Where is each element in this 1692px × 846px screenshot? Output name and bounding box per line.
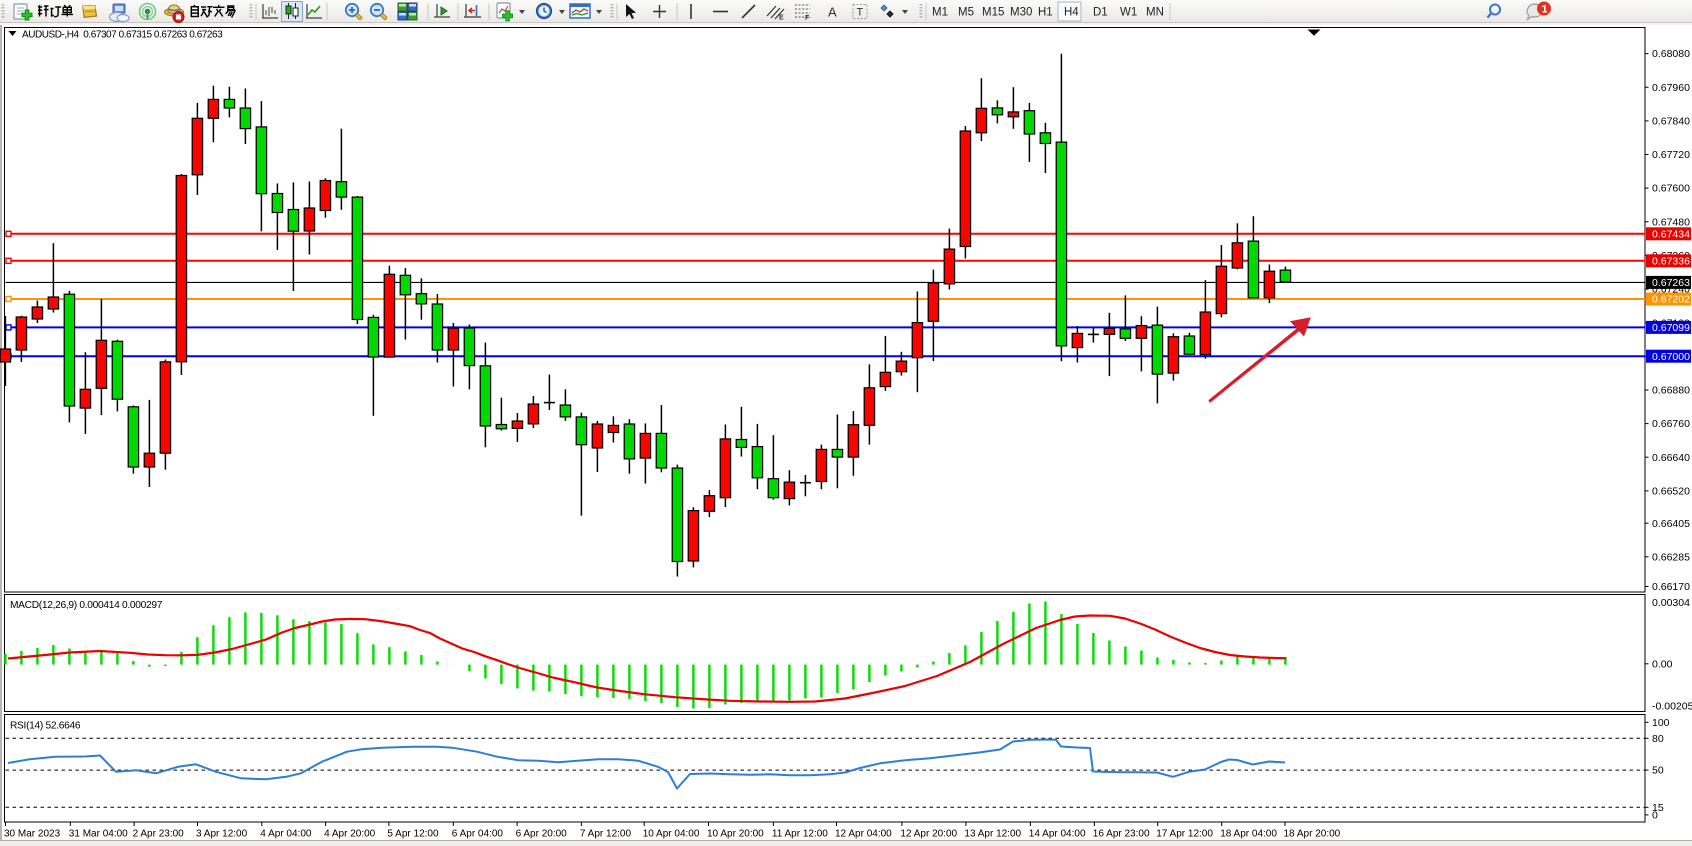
svg-text:0.67600: 0.67600 — [1652, 183, 1690, 195]
svg-text:M5: M5 — [958, 7, 974, 19]
svg-text:H1: H1 — [1038, 7, 1053, 19]
svg-text:4 Apr 20:00: 4 Apr 20:00 — [324, 829, 376, 840]
svg-text:AUDUSD-,H4 0.67307 0.67315 0.: AUDUSD-,H4 0.67307 0.67315 0.67263 0.672… — [22, 30, 223, 41]
svg-text:-0.00205: -0.00205 — [1652, 701, 1692, 713]
svg-text:0.66520: 0.66520 — [1652, 486, 1690, 498]
svg-text:6 Apr 20:00: 6 Apr 20:00 — [516, 829, 568, 840]
svg-text:0.67720: 0.67720 — [1652, 149, 1690, 161]
svg-text:10 Apr 04:00: 10 Apr 04:00 — [643, 829, 700, 840]
svg-text:12 Apr 20:00: 12 Apr 20:00 — [900, 829, 957, 840]
svg-text:0.66170: 0.66170 — [1652, 581, 1690, 593]
svg-text:10 Apr 20:00: 10 Apr 20:00 — [707, 829, 764, 840]
svg-text:0.66640: 0.66640 — [1652, 452, 1690, 464]
svg-text:0.67202: 0.67202 — [1652, 294, 1690, 306]
svg-text:0.66880: 0.66880 — [1652, 385, 1690, 397]
svg-text:80: 80 — [1652, 733, 1664, 745]
svg-text:18 Apr 20:00: 18 Apr 20:00 — [1284, 829, 1341, 840]
svg-text:100: 100 — [1652, 717, 1670, 729]
svg-text:14 Apr 04:00: 14 Apr 04:00 — [1029, 829, 1086, 840]
svg-text:7 Apr 12:00: 7 Apr 12:00 — [580, 829, 632, 840]
svg-text:4 Apr 04:00: 4 Apr 04:00 — [260, 829, 312, 840]
svg-text:1: 1 — [1542, 4, 1548, 16]
svg-text:0.66760: 0.66760 — [1652, 418, 1690, 430]
svg-text:F: F — [805, 15, 810, 22]
svg-text:0.67840: 0.67840 — [1652, 116, 1690, 128]
svg-text:0.67263: 0.67263 — [1652, 277, 1690, 289]
svg-text:0: 0 — [1652, 810, 1658, 822]
svg-text:M30: M30 — [1010, 7, 1032, 19]
svg-text:18 Apr 04:00: 18 Apr 04:00 — [1220, 829, 1277, 840]
svg-text:11 Apr 12:00: 11 Apr 12:00 — [772, 829, 828, 840]
svg-text:2 Apr 23:00: 2 Apr 23:00 — [133, 829, 185, 840]
svg-text:D1: D1 — [1093, 7, 1108, 19]
svg-text:50: 50 — [1652, 765, 1664, 777]
svg-text:0.68080: 0.68080 — [1652, 48, 1690, 60]
svg-text:MN: MN — [1146, 7, 1164, 19]
svg-text:0.67099: 0.67099 — [1652, 322, 1690, 334]
svg-text:H4: H4 — [1064, 7, 1079, 19]
svg-text:30 Mar 2023: 30 Mar 2023 — [4, 829, 61, 840]
svg-text:MACD(12,26,9) 0.000414 0.00029: MACD(12,26,9) 0.000414 0.000297 — [10, 600, 163, 611]
svg-text:13 Apr 12:00: 13 Apr 12:00 — [964, 829, 1021, 840]
svg-text:0.67434: 0.67434 — [1652, 228, 1690, 240]
svg-text:16 Apr 23:00: 16 Apr 23:00 — [1093, 829, 1150, 840]
svg-text:W1: W1 — [1120, 7, 1137, 19]
svg-text:T: T — [857, 7, 864, 19]
svg-text:0.66405: 0.66405 — [1652, 518, 1690, 530]
svg-text:6 Apr 04:00: 6 Apr 04:00 — [452, 829, 504, 840]
svg-text:12 Apr 04:00: 12 Apr 04:00 — [835, 829, 892, 840]
svg-text:15: 15 — [1652, 802, 1664, 814]
svg-text:0.66285: 0.66285 — [1652, 551, 1690, 563]
svg-text:0.67480: 0.67480 — [1652, 216, 1690, 228]
svg-text:0.67000: 0.67000 — [1652, 351, 1690, 363]
svg-text:17 Apr 12:00: 17 Apr 12:00 — [1156, 829, 1213, 840]
svg-text:0.67336: 0.67336 — [1652, 255, 1690, 267]
svg-text:A: A — [828, 5, 837, 20]
svg-text:RSI(14) 52.6646: RSI(14) 52.6646 — [10, 721, 81, 732]
svg-text:0.00304: 0.00304 — [1652, 597, 1690, 609]
svg-text:5 Apr 12:00: 5 Apr 12:00 — [387, 829, 439, 840]
svg-text:0.00: 0.00 — [1652, 658, 1673, 670]
svg-text:0.67960: 0.67960 — [1652, 82, 1690, 94]
svg-text:31 Mar 04:00: 31 Mar 04:00 — [69, 829, 128, 840]
svg-text:M1: M1 — [932, 7, 948, 19]
svg-text:M15: M15 — [982, 7, 1004, 19]
svg-text:E: E — [779, 15, 784, 22]
svg-text:3 Apr 12:00: 3 Apr 12:00 — [196, 829, 248, 840]
